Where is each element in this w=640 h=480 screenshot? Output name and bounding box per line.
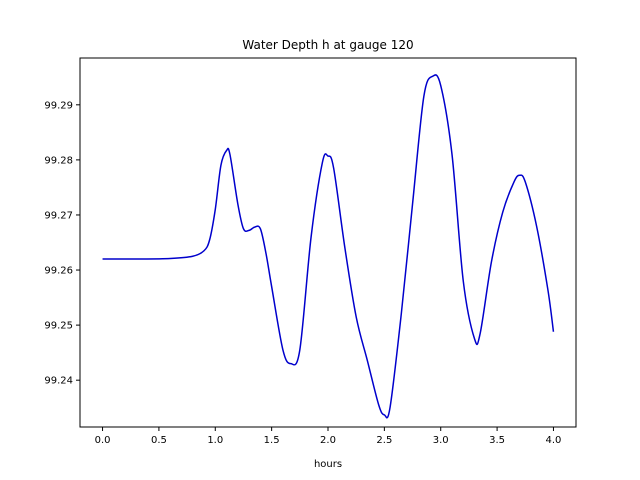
plot-frame bbox=[79, 57, 577, 428]
series-line bbox=[102, 74, 555, 419]
x-tick-label: 3.5 bbox=[489, 435, 505, 446]
x-axis-label: hours bbox=[314, 459, 342, 470]
axis-ticks: 0.0 0.5 1.0 1.5 2.0 2.5 3.0 3.5 4.0 99.24 99.25 99.… bbox=[44, 100, 561, 446]
x-tick-label: 0.0 bbox=[95, 435, 111, 446]
y-tick-label: 99.25 bbox=[44, 321, 73, 332]
y-tick-label: 99.29 bbox=[44, 100, 73, 111]
x-tick-label: 4.0 bbox=[546, 435, 562, 446]
y-tick-label: 99.28 bbox=[44, 155, 73, 166]
plot-area bbox=[80, 58, 576, 427]
x-tick-label: 2.5 bbox=[376, 435, 392, 446]
x-tick-label: 3.0 bbox=[433, 435, 449, 446]
x-tick-label: 2.0 bbox=[320, 435, 336, 446]
y-tick-label: 99.26 bbox=[44, 266, 73, 277]
x-tick-label: 1.5 bbox=[264, 435, 280, 446]
chart-title: Water Depth h at gauge 120 bbox=[242, 38, 413, 52]
x-tick-label: 1.0 bbox=[207, 435, 223, 446]
y-tick-label: 99.24 bbox=[44, 376, 73, 387]
x-tick-label: 0.5 bbox=[151, 435, 167, 446]
y-tick-label: 99.27 bbox=[44, 210, 73, 221]
